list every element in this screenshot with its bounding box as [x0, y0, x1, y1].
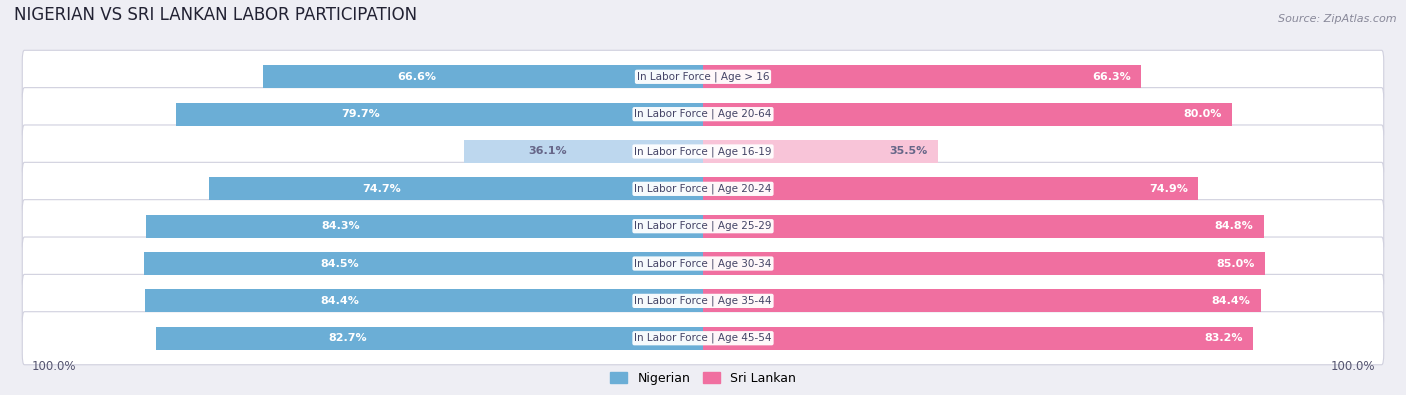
FancyBboxPatch shape	[22, 162, 1384, 215]
Bar	[145, 252, 703, 275]
Bar	[145, 289, 703, 312]
Text: 74.9%: 74.9%	[1149, 184, 1188, 194]
FancyBboxPatch shape	[22, 88, 1384, 141]
Text: 100.0%: 100.0%	[31, 360, 76, 373]
Bar	[703, 289, 1261, 312]
Bar	[263, 65, 703, 88]
Text: In Labor Force | Age 20-24: In Labor Force | Age 20-24	[634, 184, 772, 194]
Text: 100.0%: 100.0%	[1330, 360, 1375, 373]
Text: Source: ZipAtlas.com: Source: ZipAtlas.com	[1278, 13, 1396, 24]
Text: In Labor Force | Age 30-34: In Labor Force | Age 30-34	[634, 258, 772, 269]
Text: 84.3%: 84.3%	[322, 221, 360, 231]
Legend: Nigerian, Sri Lankan: Nigerian, Sri Lankan	[605, 367, 801, 390]
Text: 79.7%: 79.7%	[342, 109, 380, 119]
Text: 66.3%: 66.3%	[1092, 72, 1130, 82]
Text: 74.7%: 74.7%	[363, 184, 401, 194]
Bar	[703, 65, 1142, 88]
FancyBboxPatch shape	[22, 50, 1384, 103]
Text: 84.8%: 84.8%	[1215, 221, 1253, 231]
Bar	[464, 140, 703, 163]
Bar	[703, 177, 1198, 200]
FancyBboxPatch shape	[22, 125, 1384, 178]
Text: In Labor Force | Age 25-29: In Labor Force | Age 25-29	[634, 221, 772, 231]
Text: 84.4%: 84.4%	[321, 296, 360, 306]
FancyBboxPatch shape	[22, 237, 1384, 290]
Bar	[703, 252, 1265, 275]
Bar	[703, 140, 938, 163]
Bar	[156, 327, 703, 350]
Text: 84.4%: 84.4%	[1212, 296, 1251, 306]
Text: 80.0%: 80.0%	[1184, 109, 1222, 119]
Text: 85.0%: 85.0%	[1216, 259, 1254, 269]
Bar	[146, 214, 703, 238]
Text: 84.5%: 84.5%	[321, 259, 359, 269]
Text: NIGERIAN VS SRI LANKAN LABOR PARTICIPATION: NIGERIAN VS SRI LANKAN LABOR PARTICIPATI…	[14, 6, 418, 24]
Bar	[176, 103, 703, 126]
Text: In Labor Force | Age 20-64: In Labor Force | Age 20-64	[634, 109, 772, 119]
Bar	[703, 103, 1232, 126]
Text: 35.5%: 35.5%	[889, 147, 928, 156]
FancyBboxPatch shape	[22, 275, 1384, 327]
Text: In Labor Force | Age 45-54: In Labor Force | Age 45-54	[634, 333, 772, 344]
Text: In Labor Force | Age > 16: In Labor Force | Age > 16	[637, 71, 769, 82]
Text: 82.7%: 82.7%	[328, 333, 367, 343]
Text: In Labor Force | Age 35-44: In Labor Force | Age 35-44	[634, 295, 772, 306]
Bar	[703, 327, 1253, 350]
Text: 83.2%: 83.2%	[1204, 333, 1243, 343]
Bar	[703, 214, 1264, 238]
Bar	[209, 177, 703, 200]
Text: 66.6%: 66.6%	[398, 72, 436, 82]
FancyBboxPatch shape	[22, 200, 1384, 253]
FancyBboxPatch shape	[22, 312, 1384, 365]
Text: 36.1%: 36.1%	[529, 147, 567, 156]
Text: In Labor Force | Age 16-19: In Labor Force | Age 16-19	[634, 146, 772, 157]
